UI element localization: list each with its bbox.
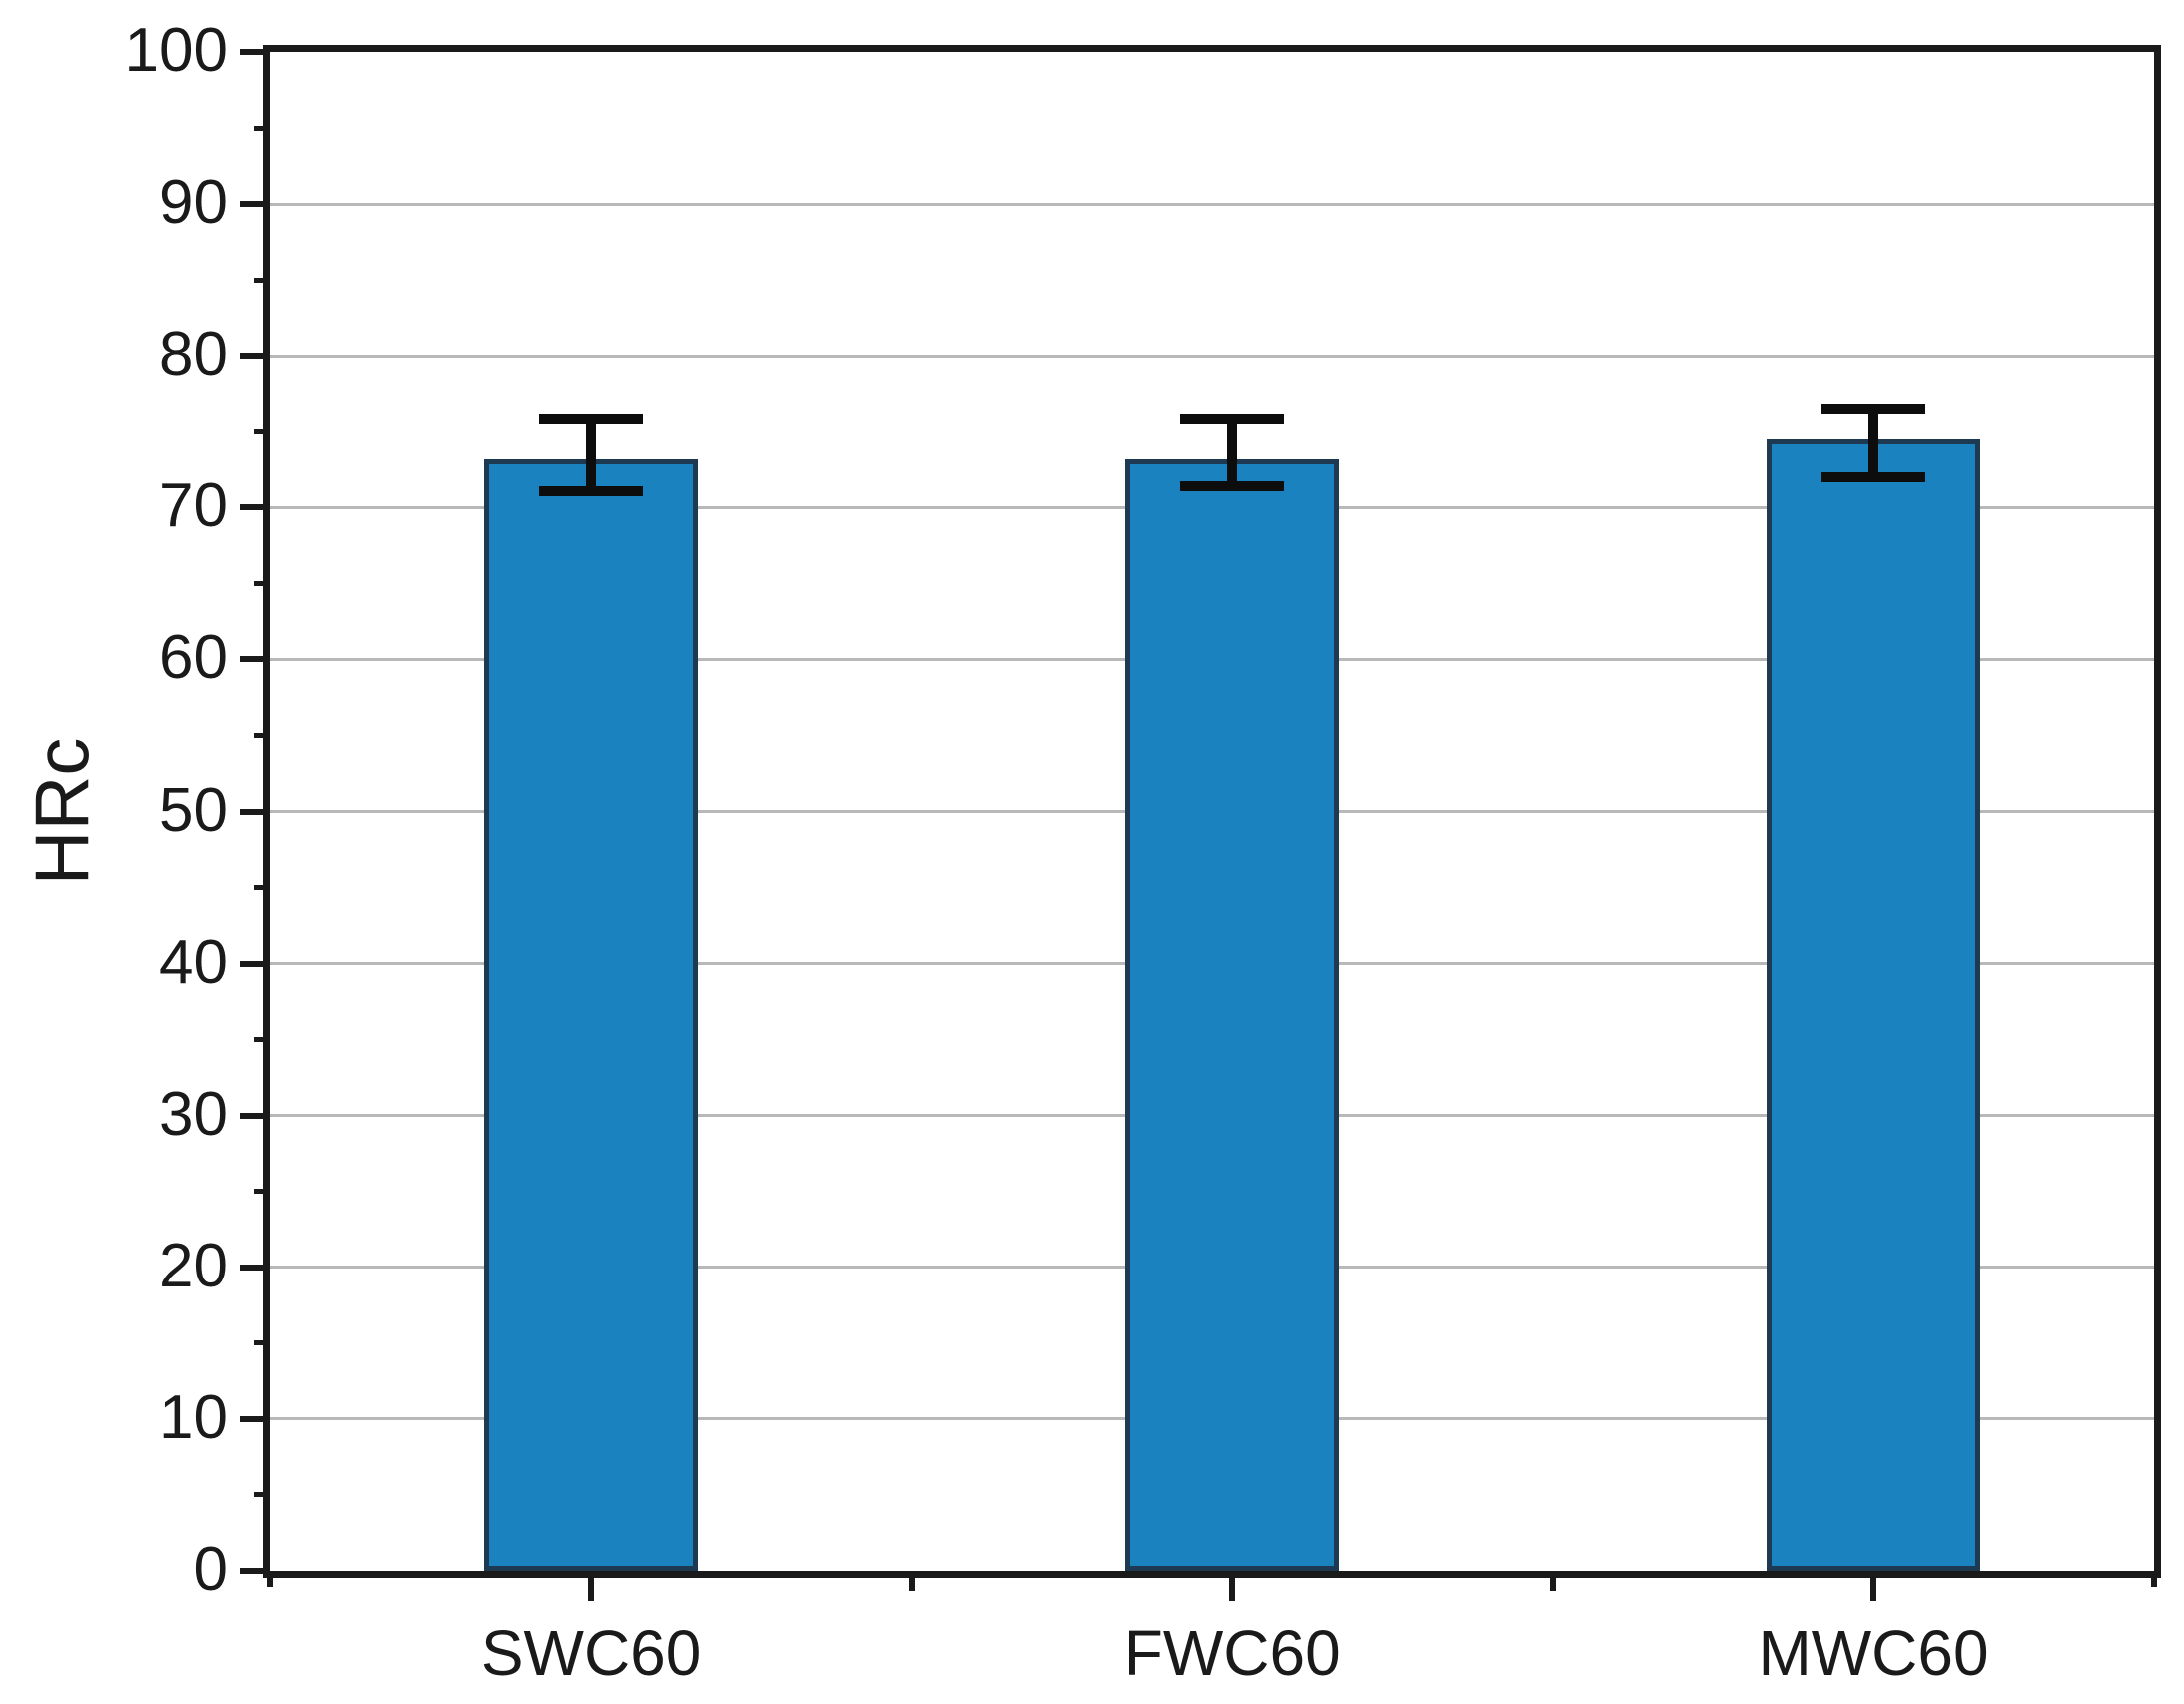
y-tick-label-20: 20 xyxy=(159,1231,228,1300)
bar-fwc60 xyxy=(1125,458,1340,1571)
y-tick-label-80: 80 xyxy=(159,320,228,390)
y-tick-label-0: 0 xyxy=(193,1535,228,1605)
error-bar-fwc60 xyxy=(1227,418,1238,486)
y-major-tick-40 xyxy=(240,960,270,967)
x-corner-tick-0 xyxy=(267,1571,273,1587)
error-bar-swc60 xyxy=(586,418,597,491)
x-category-label-mwc60: MWC60 xyxy=(1758,1617,1989,1689)
y-major-tick-60 xyxy=(240,656,270,663)
y-major-tick-50 xyxy=(240,808,270,815)
y-minor-tick-55 xyxy=(254,732,270,738)
y-tick-label-40: 40 xyxy=(159,927,228,997)
error-cap-bottom-mwc60 xyxy=(1821,471,1926,482)
x-major-tick-fwc60 xyxy=(1229,1571,1236,1601)
bar-mwc60 xyxy=(1767,438,1981,1571)
y-major-tick-10 xyxy=(240,1415,270,1422)
y-major-tick-0 xyxy=(240,1568,270,1574)
y-minor-tick-45 xyxy=(254,885,270,891)
y-minor-tick-25 xyxy=(254,1189,270,1195)
y-minor-tick-15 xyxy=(254,1340,270,1346)
y-major-tick-100 xyxy=(240,49,270,55)
bar-swc60 xyxy=(484,458,699,1571)
y-tick-label-60: 60 xyxy=(159,623,228,693)
x-category-label-swc60: SWC60 xyxy=(480,1617,702,1689)
y-tick-label-70: 70 xyxy=(159,471,228,541)
y-tick-label-90: 90 xyxy=(159,168,228,238)
gridline-y-90 xyxy=(270,202,2154,206)
y-major-tick-70 xyxy=(240,504,270,511)
y-tick-label-30: 30 xyxy=(159,1079,228,1149)
gridline-y-80 xyxy=(270,354,2154,358)
x-corner-tick-1 xyxy=(2151,1571,2157,1587)
y-tick-label-50: 50 xyxy=(159,775,228,845)
x-major-tick-mwc60 xyxy=(1870,1571,1877,1601)
y-minor-tick-95 xyxy=(254,125,270,131)
x-minor-tick-0 xyxy=(909,1571,916,1591)
error-bar-mwc60 xyxy=(1868,409,1879,477)
y-minor-tick-65 xyxy=(254,580,270,586)
x-major-tick-swc60 xyxy=(588,1571,595,1601)
y-major-tick-80 xyxy=(240,353,270,360)
y-tick-label-100: 100 xyxy=(124,16,228,86)
y-tick-label-10: 10 xyxy=(159,1382,228,1452)
y-minor-tick-85 xyxy=(254,277,270,283)
error-cap-bottom-swc60 xyxy=(539,485,644,496)
error-cap-top-swc60 xyxy=(539,413,644,424)
y-minor-tick-35 xyxy=(254,1037,270,1043)
y-major-tick-20 xyxy=(240,1264,270,1271)
y-minor-tick-75 xyxy=(254,428,270,434)
error-cap-top-fwc60 xyxy=(1180,413,1285,424)
error-cap-bottom-fwc60 xyxy=(1180,481,1285,491)
error-cap-top-mwc60 xyxy=(1821,404,1926,415)
y-major-tick-90 xyxy=(240,201,270,208)
y-minor-tick-5 xyxy=(254,1492,270,1498)
x-minor-tick-1 xyxy=(1550,1571,1557,1591)
x-category-label-fwc60: FWC60 xyxy=(1123,1617,1341,1689)
y-major-tick-30 xyxy=(240,1112,270,1119)
